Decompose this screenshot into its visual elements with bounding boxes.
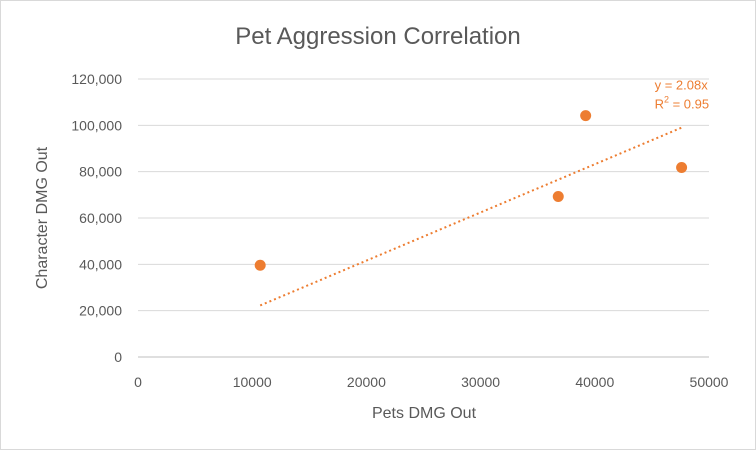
y-tick-label: 20,000 bbox=[79, 303, 122, 319]
trendline-group bbox=[259, 126, 682, 307]
data-points bbox=[254, 110, 688, 271]
chart-title: Pet Aggression Correlation bbox=[235, 23, 521, 50]
x-tick-label: 10000 bbox=[233, 374, 272, 390]
data-point bbox=[254, 259, 266, 271]
data-point bbox=[552, 190, 564, 202]
x-axis-ticks: 0 10000 20000 30000 40000 50000 bbox=[134, 374, 729, 390]
y-tick-label: 100,000 bbox=[71, 117, 122, 133]
y-axis-ticks: 0 20,000 40,000 60,000 80,000 100,000 120,000 bbox=[71, 71, 122, 365]
trendline-r-squared: R2 = 0.95 bbox=[655, 95, 710, 112]
y-tick-label: 80,000 bbox=[79, 164, 122, 180]
r2-prefix: R bbox=[655, 97, 664, 112]
x-tick-label: 50000 bbox=[690, 374, 729, 390]
y-axis-label: Character DMG Out bbox=[34, 146, 51, 289]
r2-value: = 0.95 bbox=[669, 97, 709, 112]
x-tick-label: 40000 bbox=[575, 374, 614, 390]
y-tick-label: 120,000 bbox=[71, 71, 122, 87]
x-tick-label: 0 bbox=[134, 374, 142, 390]
r2-superscript: 2 bbox=[664, 95, 669, 105]
x-axis-label: Pets DMG Out bbox=[372, 405, 477, 422]
x-tick-label: 20000 bbox=[347, 374, 386, 390]
gridlines bbox=[138, 78, 709, 358]
x-tick-label: 30000 bbox=[461, 374, 500, 390]
data-point bbox=[580, 110, 592, 122]
trendline-equation: y = 2.08x bbox=[655, 78, 709, 93]
y-tick-label: 40,000 bbox=[79, 256, 122, 272]
y-tick-label: 0 bbox=[114, 349, 122, 365]
trendline bbox=[259, 126, 682, 307]
data-point bbox=[676, 161, 688, 173]
y-tick-label: 60,000 bbox=[79, 210, 122, 226]
